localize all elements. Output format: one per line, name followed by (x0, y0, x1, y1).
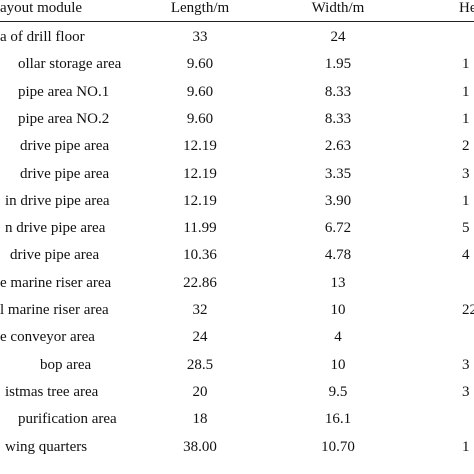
table-cell: 24 (192, 329, 208, 346)
module-name: istmas tree area (5, 383, 99, 400)
table-cell: 20 (192, 383, 208, 400)
table-cell: 1 (462, 56, 470, 73)
table-cell: 33 (192, 29, 208, 45)
table-cell: 1 (462, 438, 470, 455)
table-cell: 10 (330, 356, 346, 373)
table-cell: 38.00 (183, 438, 217, 455)
table-cell: 5 (462, 220, 470, 237)
table-cell: 1.95 (324, 56, 352, 73)
table-cell: 22 (462, 302, 474, 318)
table-cell: 10.70 (321, 438, 355, 455)
table-cell: 1 (462, 110, 470, 127)
header-cell: ayout module (0, 0, 83, 16)
module-name: drive pipe area (20, 138, 110, 155)
module-name: purification area (18, 411, 117, 428)
module-name: drive pipe area (10, 247, 100, 264)
table-cell: 3 (462, 356, 470, 373)
module-name: e marine riser area (0, 274, 112, 291)
table-cell: 4 (462, 247, 470, 264)
table-cell: 9.60 (186, 56, 214, 73)
module-name: ollar storage area (18, 56, 122, 73)
module-name: a of drill floor (0, 29, 85, 45)
table-cell: 10.36 (183, 247, 217, 264)
table-cell: 22.86 (183, 274, 217, 291)
table-cell: 3.35 (324, 165, 352, 182)
table-cell: 8.33 (324, 83, 352, 100)
table-cell: 9.5 (328, 383, 348, 400)
table-cell: 18 (192, 411, 208, 428)
table-cell: 32 (192, 302, 208, 318)
header-cell: Length/m (170, 0, 230, 16)
table-cell: 12.19 (183, 165, 217, 182)
table-cell: 9.60 (186, 83, 214, 100)
table-cell: 2.63 (324, 138, 352, 155)
table-cell: 3 (462, 165, 470, 182)
table-cell: 2 (462, 138, 470, 155)
module-name: in drive pipe area (5, 192, 110, 209)
table-cell: 1 (462, 83, 470, 100)
module-name: e conveyor area (0, 329, 95, 346)
table-cell: 9.60 (186, 110, 214, 127)
module-name: l marine riser area (0, 302, 109, 318)
table-cell: 28.5 (186, 356, 214, 373)
module-name: wing quarters (5, 438, 88, 455)
table-cell: 24 (330, 29, 346, 45)
table-cell: 12.19 (183, 138, 217, 155)
table-cell: 4 (334, 329, 342, 346)
module-name: drive pipe area (20, 165, 110, 182)
header-rule (0, 21, 474, 22)
table-cell: 4.78 (324, 247, 352, 264)
table-cell: 12.19 (183, 192, 217, 209)
table-cell: 10 (330, 302, 346, 318)
header-cell: Width/m (311, 0, 365, 16)
module-name: bop area (40, 356, 92, 373)
module-name: pipe area NO.1 (18, 83, 110, 100)
table-cell: 3.90 (324, 192, 352, 209)
table-cell: 16.1 (324, 411, 352, 428)
table-cell: 1 (462, 192, 470, 209)
table-cell: 3 (462, 383, 470, 400)
table-cell: 11.99 (183, 220, 217, 237)
table-cell: 6.72 (324, 220, 352, 237)
table-cell: 8.33 (324, 110, 352, 127)
module-name: pipe area NO.2 (18, 110, 110, 127)
table-cell: 13 (330, 274, 346, 291)
module-name: n drive pipe area (5, 220, 106, 237)
header-cell: Hei (459, 0, 474, 16)
